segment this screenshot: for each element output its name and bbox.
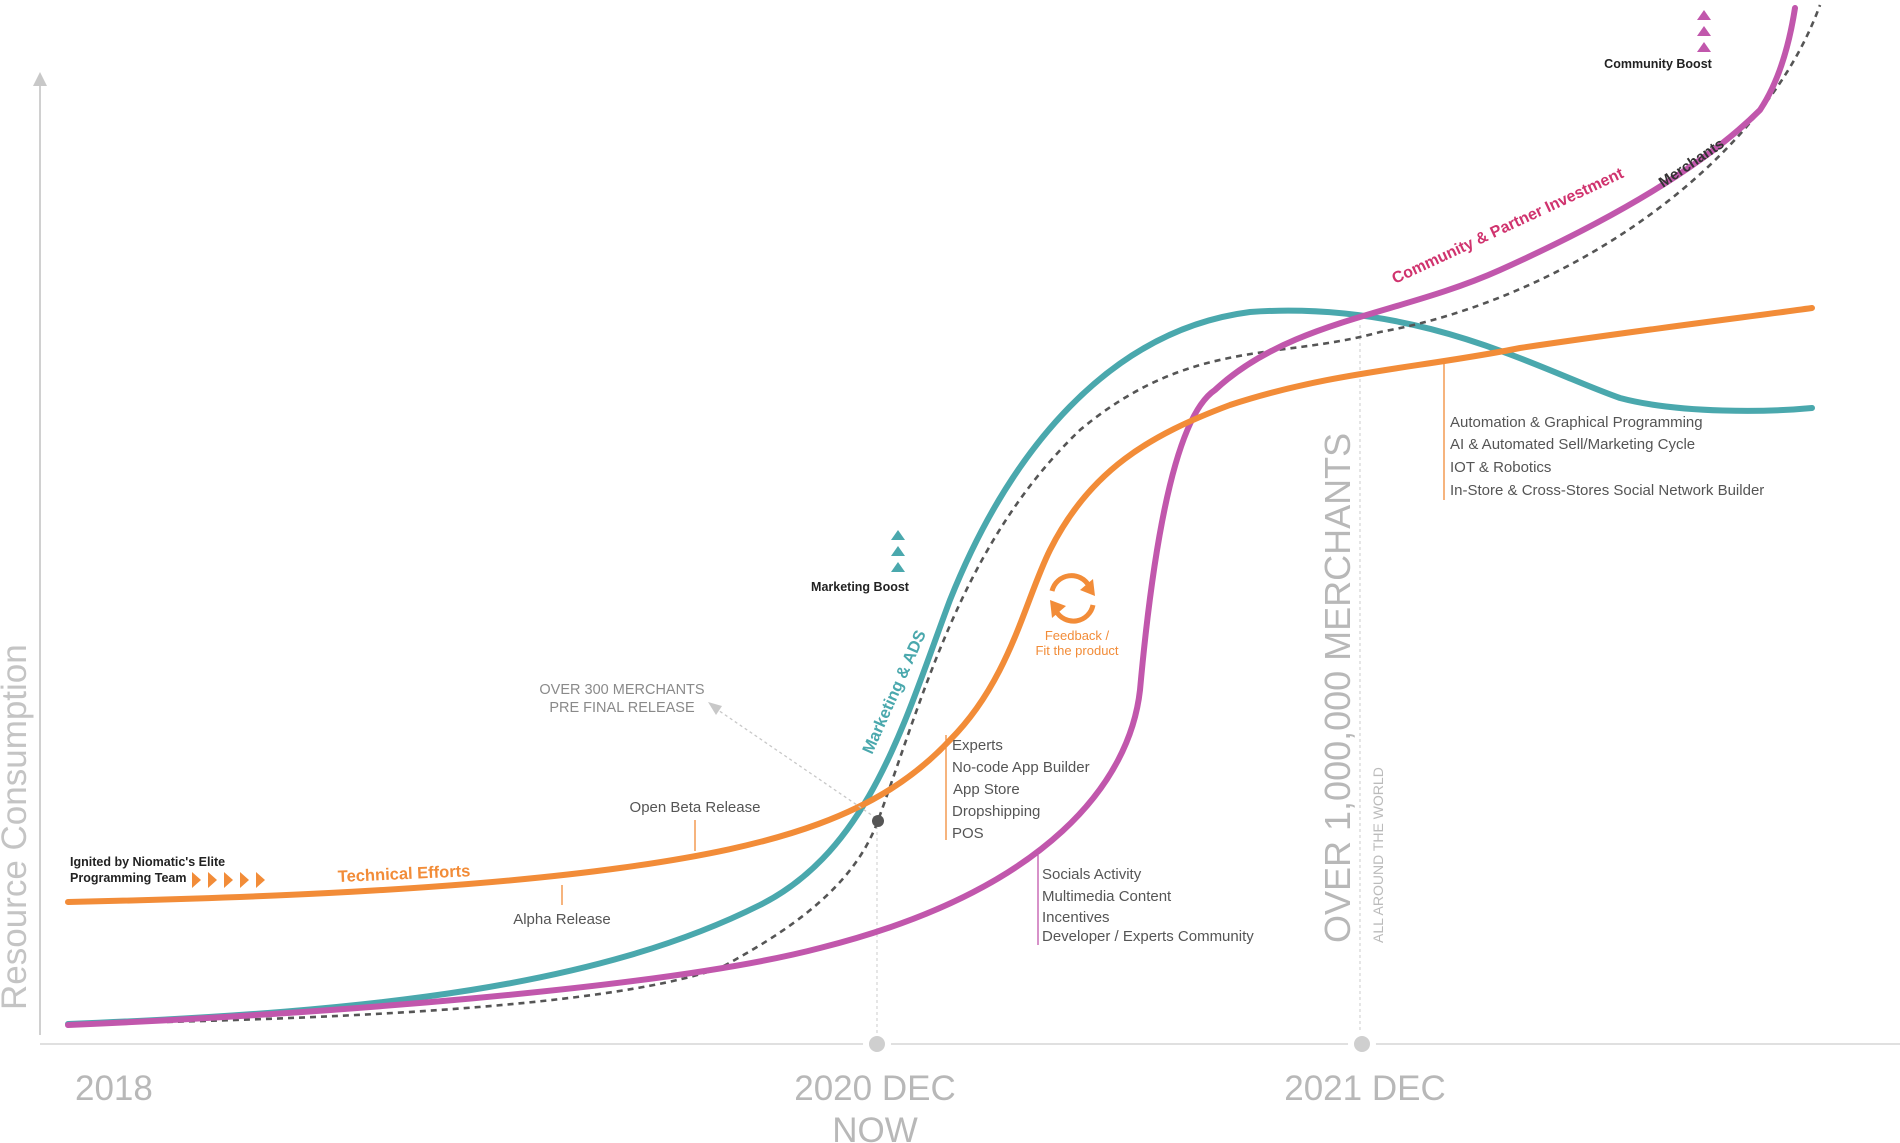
x-tick-now: NOW: [832, 1111, 918, 1143]
list-item: Developer / Experts Community: [1042, 928, 1254, 945]
milestone-dot-2020: [863, 1030, 891, 1058]
svg-text:Fit the product: Fit the product: [1035, 643, 1118, 658]
list-item: No-code App Builder: [952, 759, 1090, 776]
svg-text:OVER 300 MERCHANTS: OVER 300 MERCHANTS: [539, 682, 704, 698]
list-item: Experts: [952, 737, 1003, 754]
feedback-cycle: Feedback / Fit the product: [1035, 573, 1119, 658]
list-item: Multimedia Content: [1042, 888, 1172, 905]
milestone-dot-2021: [1348, 1030, 1376, 1058]
svg-text:Community Boost: Community Boost: [1604, 57, 1712, 71]
all-around-label: ALL AROUND THE WORLD: [1370, 767, 1386, 943]
svg-text:Programming Team: Programming Team: [70, 871, 186, 885]
community-features-list: Socials Activity Multimedia Content Ince…: [1037, 855, 1254, 945]
orange-arrows-icon: [192, 872, 265, 888]
list-item: Automation & Graphical Programming: [1450, 414, 1703, 431]
svg-text:Feedback /: Feedback /: [1045, 628, 1110, 643]
now-marker-dot: [872, 815, 884, 827]
x-tick-2018: 2018: [75, 1069, 153, 1108]
y-axis-label: Resource Consumption: [0, 644, 34, 1010]
list-item: Dropshipping: [952, 803, 1040, 820]
community-boost: Community Boost: [1604, 10, 1713, 71]
x-axis: 2018 2020 DEC NOW 2021 DEC: [40, 1030, 1900, 1143]
over-300-arrow-icon: [708, 702, 722, 715]
list-item: Socials Activity: [1042, 866, 1142, 883]
list-item: In-Store & Cross-Stores Social Network B…: [1450, 482, 1764, 499]
list-item: POS: [952, 825, 984, 842]
svg-text:Ignited by Niomatic's Elite: Ignited by Niomatic's Elite: [70, 855, 225, 869]
merchants-curve: [67, 4, 1822, 1026]
y-axis: Resource Consumption: [0, 72, 47, 1035]
marketing-curve: [65, 307, 1815, 1027]
over-300-note: OVER 300 MERCHANTS PRE FINAL RELEASE: [539, 682, 877, 819]
list-item: App Store: [953, 781, 1020, 798]
svg-text:Marketing Boost: Marketing Boost: [811, 580, 910, 594]
list-item: Incentives: [1042, 909, 1110, 926]
alpha-release-label: Alpha Release: [513, 911, 611, 928]
technical-efforts-label: Technical Efforts: [337, 862, 470, 886]
x-tick-2020-dec: 2020 DEC: [794, 1069, 955, 1108]
future-features-list: Automation & Graphical Programming AI & …: [1443, 362, 1764, 500]
list-item: IOT & Robotics: [1450, 459, 1551, 476]
over-million-label: OVER 1,000,000 MERCHANTS: [1317, 433, 1358, 943]
x-tick-2021-dec: 2021 DEC: [1284, 1069, 1445, 1108]
y-axis-arrow-icon: [33, 72, 47, 86]
community-curve: [65, 5, 1798, 1028]
marketing-boost: Marketing Boost: [811, 530, 910, 594]
ignited-note: Ignited by Niomatic's Elite Programming …: [70, 855, 265, 888]
marketing-boost-arrows-icon: [891, 530, 905, 572]
community-boost-arrows-icon: [1697, 10, 1711, 52]
technical-curve: [65, 305, 1815, 905]
svg-text:PRE FINAL RELEASE: PRE FINAL RELEASE: [549, 700, 695, 716]
open-beta-label: Open Beta Release: [630, 799, 761, 816]
tech-features-list: Experts No-code App Builder App Store Dr…: [945, 735, 1090, 842]
refresh-icon: [1049, 573, 1096, 624]
list-item: AI & Automated Sell/Marketing Cycle: [1450, 436, 1695, 453]
